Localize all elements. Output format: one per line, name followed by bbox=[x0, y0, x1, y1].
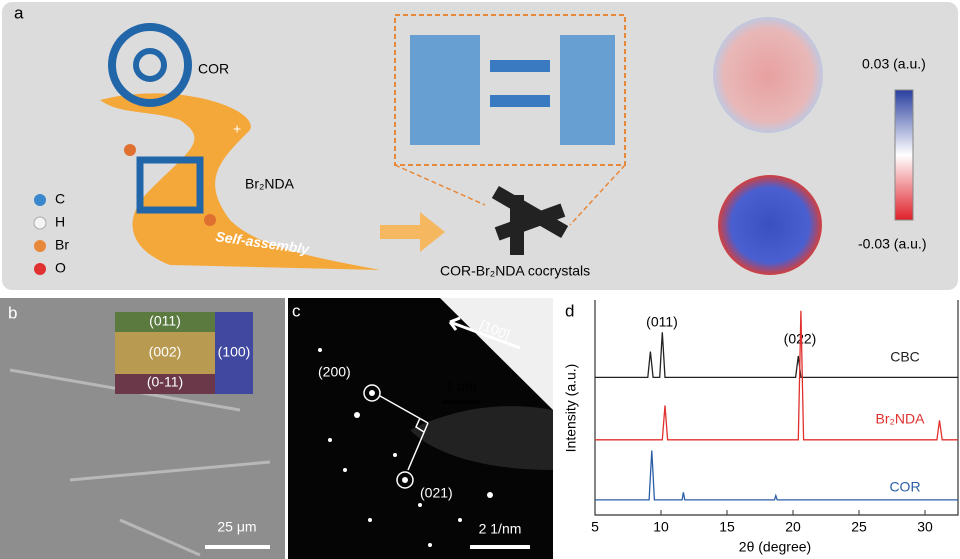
spot-label: (021) bbox=[420, 485, 453, 501]
x-tick-label: 25 bbox=[851, 519, 867, 535]
face-label: (100) bbox=[218, 344, 251, 360]
panel-label: c bbox=[292, 301, 301, 320]
legend-entry: H bbox=[55, 214, 65, 230]
zoom-lines bbox=[394, 164, 626, 226]
arrow bbox=[380, 212, 445, 252]
assembly-ribbon bbox=[100, 93, 380, 270]
cocrystal-packing bbox=[410, 35, 615, 145]
plus-sign: + bbox=[233, 121, 241, 137]
molecule-label: COR bbox=[198, 61, 229, 77]
series-label: CBC bbox=[890, 349, 920, 365]
scale-bar-label: 25 μm bbox=[217, 519, 256, 535]
x-tick-label: 15 bbox=[719, 519, 735, 535]
color-bar bbox=[894, 89, 914, 221]
x-tick-label: 5 bbox=[591, 519, 599, 535]
legend-entry: Br bbox=[55, 237, 69, 253]
x-axis-title: 2θ (degree) bbox=[739, 539, 811, 555]
panel-label: a bbox=[14, 3, 24, 22]
face-label: (002) bbox=[149, 344, 182, 360]
x-tick-label: 30 bbox=[917, 519, 933, 535]
panel-label: b bbox=[8, 303, 17, 322]
peak-annotation: (011) bbox=[646, 314, 678, 330]
diffraction-spots bbox=[318, 348, 493, 547]
molecule-label: Br₂NDA bbox=[245, 176, 295, 192]
inset bbox=[440, 298, 553, 410]
scale-bar-label: 2 1/nm bbox=[479, 521, 522, 537]
face-label: (0-11) bbox=[147, 374, 183, 390]
axis-frame bbox=[594, 300, 959, 516]
series-label: COR bbox=[889, 479, 920, 495]
esp-map bbox=[713, 17, 823, 133]
zoom-box bbox=[394, 14, 626, 166]
x-tick-label: 10 bbox=[653, 519, 669, 535]
scale-label: 0.03 (a.u.) bbox=[862, 56, 926, 72]
esp-map bbox=[718, 175, 822, 275]
cocrystal-rods bbox=[491, 185, 569, 255]
crystal-shadow bbox=[410, 406, 553, 470]
legend-entry: C bbox=[55, 191, 65, 207]
spot-label: (200) bbox=[318, 364, 351, 380]
y-axis-title: Intensity (a.u.) bbox=[563, 364, 579, 453]
legend-entry: O bbox=[55, 260, 66, 276]
index-markers bbox=[363, 316, 521, 489]
x-tick-label: 20 bbox=[785, 519, 801, 535]
face-label: (011) bbox=[149, 313, 181, 329]
series-label: Br₂NDA bbox=[876, 411, 926, 427]
xrd-trace bbox=[595, 310, 958, 441]
crystal-model bbox=[115, 312, 253, 394]
atom-legend: C H Br O bbox=[33, 191, 69, 276]
xrd-trace bbox=[595, 332, 958, 379]
product-label: COR-Br₂NDA cocrystals bbox=[440, 263, 590, 279]
scale-label: -0.03 (a.u.) bbox=[858, 236, 926, 252]
cor-molecule bbox=[108, 23, 192, 107]
br2nda-molecule bbox=[124, 144, 216, 226]
xrd-trace bbox=[595, 450, 958, 501]
panel-label: d bbox=[565, 301, 574, 320]
scale-bar-label: 1 μm bbox=[445, 378, 476, 394]
